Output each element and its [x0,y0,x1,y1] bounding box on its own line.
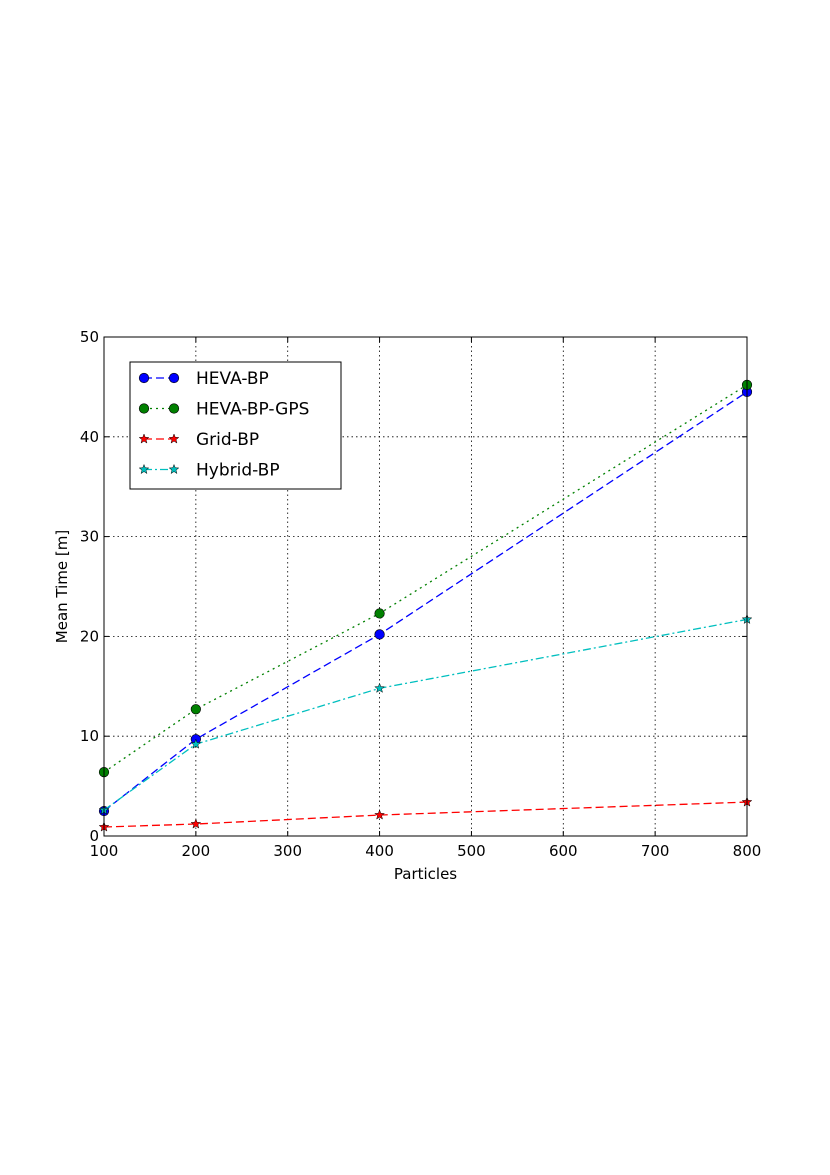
data-point-hybrid-bp [374,682,386,693]
y-tick-label: 40 [80,428,99,446]
y-tick-label: 20 [80,627,99,645]
series-line-heva-bp [103,391,748,812]
series-hybrid-bp [98,613,753,815]
legend-label: HEVA-BP-GPS [196,400,309,420]
legend-marker [168,372,180,384]
legend-marker [138,463,150,475]
y-tick-label: 10 [80,727,99,745]
legend-item-hybrid-bp: Hybrid-BP [138,461,280,481]
legend-label: Grid-BP [196,430,259,450]
series-line-heva-bp-gps [103,384,748,773]
y-axis-title: Mean Time [m] [53,530,71,643]
legend: HEVA-BP HEVA-BP-GPS Grid-BP Hybrid-BP [129,361,342,490]
data-point-grid-bp [374,809,386,820]
data-point-heva-bp-gps [374,608,385,619]
y-tick-label: 50 [80,328,99,346]
x-tick-label: 700 [641,842,670,860]
legend-marker [168,403,180,414]
series-line-hybrid-bp [103,618,748,811]
data-point-grid-bp [190,818,202,829]
legend-item-heva-bp: HEVA-BP [138,369,269,389]
legend-item-grid-bp: Grid-BP [138,430,259,450]
series-line-grid-bp [103,801,748,828]
legend-label: HEVA-BP [196,369,269,389]
data-point-heva-bp [374,629,385,640]
y-tick-label: 0 [89,827,99,845]
x-tick-label: 600 [549,842,578,860]
series-grid-bp [98,796,753,832]
legend-label: Hybrid-BP [196,461,280,481]
data-point-hybrid-bp [190,738,202,749]
axis-ticks: 100 200 300 400 500 600 700 800 0 10 20 30 40 50 [80,328,761,860]
plot-frame [103,336,748,837]
data-point-heva-bp-gps [190,704,201,715]
legend-marker [138,433,150,444]
legend-marker [138,403,150,414]
x-tick-label: 300 [273,842,302,860]
x-axis-title: Particles [394,865,457,883]
x-tick-label: 100 [90,842,119,860]
legend-marker [168,433,180,444]
x-tick-label: 200 [182,842,211,860]
x-tick-label: 500 [457,842,486,860]
legend-item-heva-bp-gps: HEVA-BP-GPS [138,400,309,420]
legend-marker [168,463,180,475]
legend-marker [138,372,150,384]
y-tick-label: 30 [80,528,99,546]
legend-box [129,361,342,490]
x-tick-label: 800 [733,842,762,860]
x-tick-label: 400 [365,842,394,860]
